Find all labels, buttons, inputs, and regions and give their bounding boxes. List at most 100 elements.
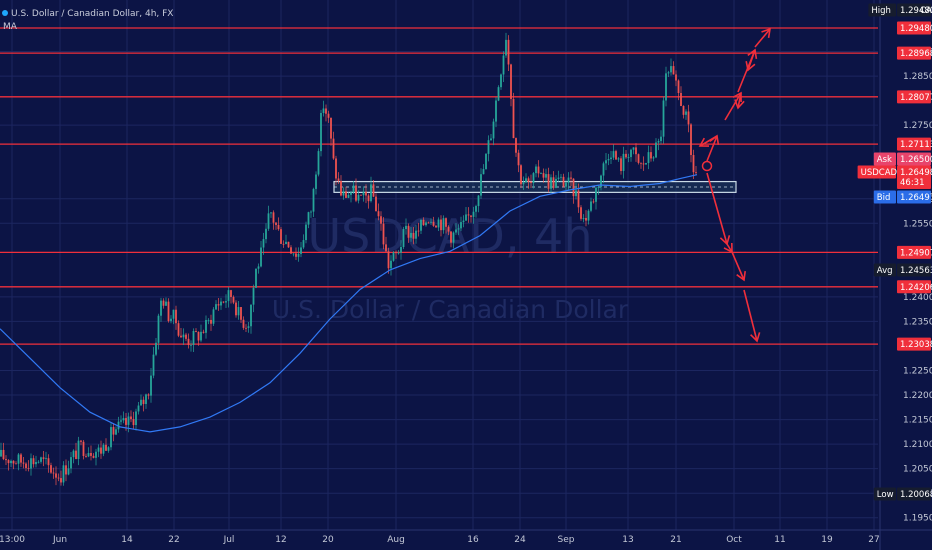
candle-body bbox=[430, 221, 432, 223]
candle-body bbox=[117, 421, 120, 430]
candle-body bbox=[202, 331, 205, 333]
candle-body bbox=[512, 98, 515, 139]
up-arrow-2b bbox=[737, 92, 742, 109]
candle-body bbox=[35, 462, 37, 465]
level-badge bbox=[897, 21, 931, 35]
candle-body bbox=[247, 326, 250, 328]
candle-body bbox=[625, 153, 627, 158]
level-badge bbox=[897, 245, 931, 259]
down-arrow-2 bbox=[731, 251, 745, 281]
candle-body bbox=[227, 290, 230, 302]
chart-header: U.S. Dollar / Canadian Dollar, 4h, FX MA bbox=[2, 9, 173, 32]
candle-body bbox=[685, 111, 687, 115]
candle-body bbox=[397, 252, 400, 254]
candle-body bbox=[670, 66, 672, 73]
candle-body bbox=[15, 463, 17, 465]
ask-label: Ask bbox=[877, 155, 892, 165]
candle-body bbox=[205, 319, 207, 333]
candle-body bbox=[610, 157, 612, 160]
up-arrow-3b-head bbox=[745, 61, 756, 72]
candle-body bbox=[510, 64, 512, 99]
candle-body bbox=[455, 229, 457, 233]
candle-body bbox=[647, 152, 650, 164]
candle-body bbox=[612, 151, 615, 158]
candle-body bbox=[555, 178, 557, 188]
candle-body bbox=[290, 247, 292, 254]
up-arrow-4-head bbox=[761, 27, 771, 39]
candle-body bbox=[30, 458, 32, 469]
candle-body bbox=[262, 239, 265, 248]
candle-body bbox=[347, 194, 350, 198]
candle-body bbox=[107, 447, 110, 451]
candle-body bbox=[75, 450, 77, 460]
candle-body bbox=[67, 468, 70, 475]
candle-body bbox=[617, 158, 620, 160]
candle-body bbox=[210, 319, 212, 324]
low-badge bbox=[897, 487, 931, 501]
candle-body bbox=[572, 178, 575, 197]
level-badge bbox=[897, 280, 931, 294]
candle-body bbox=[305, 224, 307, 241]
candle-body bbox=[375, 196, 377, 212]
candle-body bbox=[445, 218, 447, 227]
candle-body bbox=[267, 213, 270, 229]
candle-body bbox=[530, 181, 532, 184]
grid-lines bbox=[0, 0, 878, 530]
candle-body bbox=[20, 454, 22, 463]
candle-body bbox=[665, 73, 667, 101]
candle-body bbox=[237, 307, 240, 316]
y-tick-label: 1.21500 bbox=[903, 416, 932, 426]
candle-body bbox=[362, 191, 365, 196]
countdown-box bbox=[897, 177, 931, 189]
candle-body bbox=[427, 222, 430, 224]
high-label-box bbox=[868, 3, 896, 17]
candle-body bbox=[112, 427, 115, 435]
x-tick-label: 22 bbox=[168, 535, 179, 545]
candle-body bbox=[622, 153, 625, 171]
last-label-box bbox=[857, 165, 896, 179]
candle-body bbox=[630, 149, 632, 158]
candle-body bbox=[242, 319, 245, 328]
projection-arrows bbox=[698, 27, 771, 343]
candle-body bbox=[540, 173, 542, 174]
candle-body bbox=[525, 178, 527, 183]
candle-body bbox=[657, 141, 660, 143]
candle-body bbox=[500, 74, 502, 88]
candle-body bbox=[682, 106, 685, 115]
candle-body bbox=[47, 458, 50, 466]
candle-body bbox=[590, 201, 592, 211]
candle-body bbox=[340, 180, 342, 196]
candle-body bbox=[515, 138, 517, 153]
candle-body bbox=[167, 301, 170, 322]
y-tick-label: 1.28500 bbox=[903, 72, 932, 82]
candle-body bbox=[120, 420, 122, 422]
candle-body bbox=[92, 455, 95, 458]
up-arrow-4 bbox=[754, 28, 771, 48]
candle-body bbox=[45, 458, 47, 460]
y-tick-label: 1.24000 bbox=[903, 293, 932, 303]
candle-body bbox=[550, 177, 552, 189]
candle-body bbox=[420, 219, 422, 231]
level-badge-label: 1.24206 bbox=[900, 283, 932, 293]
candle-body bbox=[367, 195, 370, 202]
candle-body bbox=[527, 178, 530, 182]
symbol-status-icon bbox=[2, 10, 8, 16]
candle-body bbox=[475, 206, 477, 212]
candle-body bbox=[492, 121, 495, 139]
candle-body bbox=[650, 152, 652, 159]
candle-body bbox=[485, 153, 487, 170]
candle-body bbox=[365, 191, 367, 196]
candle-body bbox=[132, 419, 135, 426]
candle-body bbox=[160, 300, 162, 316]
level-badge-label: 1.29480 bbox=[900, 24, 932, 34]
x-tick-label: Aug bbox=[387, 535, 405, 545]
candle-body bbox=[615, 151, 617, 160]
candle-body bbox=[317, 151, 320, 175]
candle-body bbox=[442, 218, 445, 231]
low-value: 1.20068 bbox=[900, 490, 932, 500]
level-badge bbox=[897, 90, 931, 104]
candle-body bbox=[182, 334, 185, 338]
level-badge-label: 1.24907 bbox=[900, 248, 932, 258]
candle-body bbox=[390, 260, 392, 269]
